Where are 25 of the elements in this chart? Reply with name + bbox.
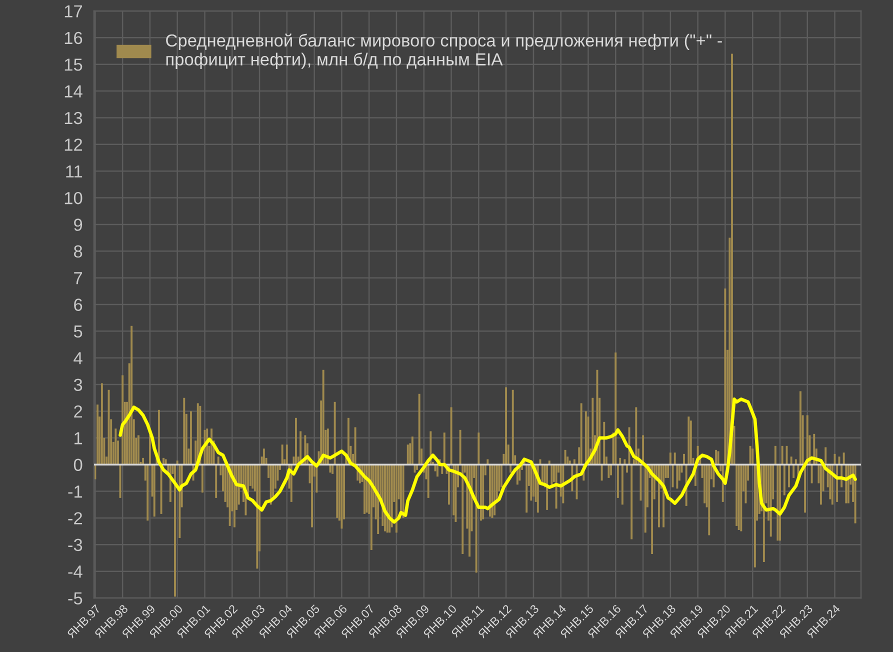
y-tick-label: 12 — [64, 138, 82, 151]
y-tick-label: 1 — [74, 432, 82, 444]
y-tick-label: -5 — [68, 592, 82, 604]
y-tick-label: 14 — [64, 85, 82, 98]
y-tick-label: 7 — [74, 272, 82, 284]
line-series — [118, 398, 857, 524]
y-tick-label: 3 — [74, 378, 82, 392]
y-tick-label: 16 — [64, 32, 82, 44]
y-tick-label: 9 — [74, 218, 82, 231]
y-tick-label: 11 — [66, 165, 82, 178]
y-tick-label: 4 — [74, 352, 82, 364]
y-tick-label: -1 — [68, 486, 82, 498]
y-tick-label: 2 — [74, 405, 82, 418]
y-tick-label: 6 — [74, 298, 82, 311]
y-tick-label: 8 — [74, 245, 82, 258]
y-tick-label: -3 — [68, 538, 82, 552]
y-tick-label: 17 — [64, 5, 82, 18]
y-tick-label: 10 — [64, 192, 82, 204]
y-tick-label: 5 — [74, 326, 82, 338]
y-tick-label: 0 — [74, 458, 82, 472]
y-tick-label: 15 — [64, 58, 82, 71]
y-tick-label: -4 — [68, 566, 82, 578]
y-tick-label: 13 — [64, 112, 82, 124]
legend-label: Среднедневной баланс мирового спроса и предложения нефти ("+" - профицит нефти), млн б/д по данным EIA — [166, 34, 722, 69]
y-tick-label: -2 — [68, 512, 82, 524]
